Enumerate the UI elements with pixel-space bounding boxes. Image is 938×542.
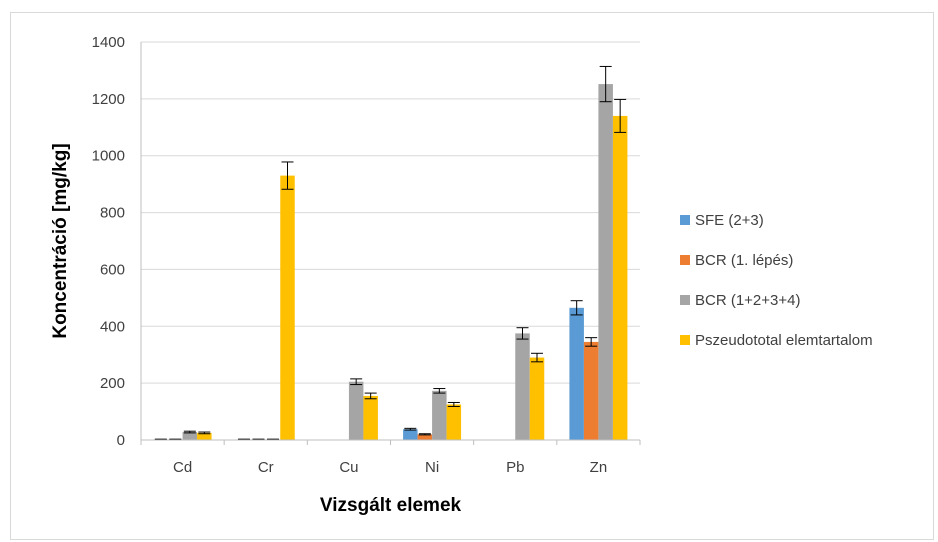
y-tick-label: 0: [117, 432, 125, 449]
bar-cd-series-3: [182, 432, 198, 440]
bar-ni-series-4: [446, 404, 462, 440]
legend-label: BCR (1. lépés): [695, 252, 793, 269]
bar-zn-series-3: [598, 84, 613, 441]
chart-frame: [10, 12, 934, 540]
x-tick-label: Zn: [590, 459, 608, 476]
bar-zn-series-4: [612, 115, 628, 441]
bars: [153, 84, 628, 441]
y-tick-label: 1000: [92, 148, 125, 165]
y-axis-title: Koncentráció [mg/kg]: [50, 143, 71, 338]
legend-swatch: [680, 215, 690, 225]
y-tick-label: 800: [100, 205, 125, 222]
legend-label: BCR (1+2+3+4): [695, 292, 800, 309]
x-tick-label: Pb: [506, 459, 524, 476]
y-tick-label: 400: [100, 318, 125, 335]
y-tick-label: 200: [100, 375, 125, 392]
bar-cd-series-4: [197, 432, 212, 440]
y-tick-label: 600: [100, 261, 125, 278]
x-tick-label: Cu: [339, 459, 358, 476]
bar-pb-series-4: [529, 357, 545, 440]
bar-cr-series-4: [280, 175, 295, 440]
axes: 0 200 400 600 800 1000 1200 1400 Cd Cr Cu Ni Pb Zn: [92, 34, 641, 476]
bar-zn-series-1: [569, 307, 584, 440]
bar-ni-series-2: [417, 434, 433, 440]
legend-label: Pszeudototal elemtartalom: [695, 332, 873, 349]
x-tick-label: Ni: [425, 459, 439, 476]
x-axis-title: Vizsgált elemek: [320, 495, 462, 516]
x-tick-label: Cr: [258, 459, 274, 476]
legend-swatch: [680, 295, 690, 305]
bar-cu-series-3: [348, 381, 364, 440]
bar-ni-series-3: [432, 390, 447, 440]
y-tick-label: 1200: [92, 91, 125, 108]
x-tick-label: Cd: [173, 459, 192, 476]
error-bars: [154, 65, 627, 441]
gridlines: [141, 41, 640, 384]
bar-ni-series-1: [403, 429, 418, 440]
legend-label: SFE (2+3): [695, 212, 764, 229]
bar-pb-series-3: [515, 333, 530, 440]
legend: SFE (2+3) BCR (1. lépés) BCR (1+2+3+4) Psze…: [680, 212, 873, 349]
bar-zn-series-2: [583, 341, 599, 440]
y-tick-label: 1400: [92, 34, 125, 51]
legend-swatch: [680, 335, 690, 345]
legend-swatch: [680, 255, 690, 265]
bar-cu-series-4: [363, 395, 378, 440]
